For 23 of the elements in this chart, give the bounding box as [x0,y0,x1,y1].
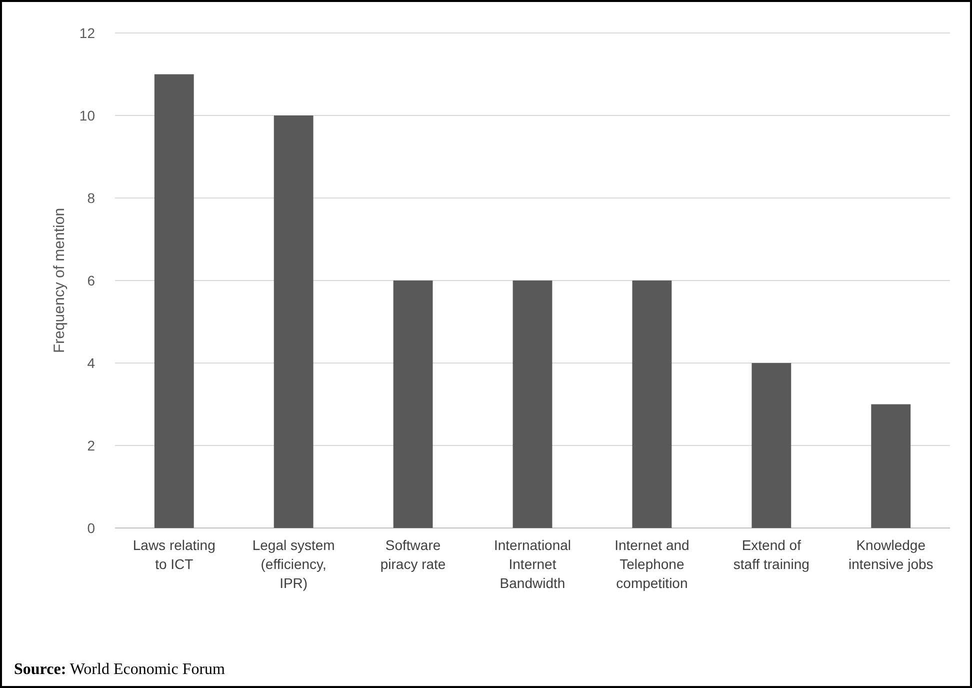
bar [154,74,194,528]
bar [274,116,314,528]
x-tick-label: Extend of staff training [733,537,810,572]
bar [871,404,911,528]
y-tick-label: 0 [87,520,96,536]
y-tick-label: 6 [87,272,96,288]
y-tick-label: 10 [79,107,96,124]
x-tick-label: Software piracy rate [380,537,446,572]
bar [752,363,792,528]
y-tick-label: 12 [79,24,96,41]
x-tick-label: Laws relating to ICT [132,537,216,572]
x-tick-label: Legal system (efficiency, IPR) [252,537,335,591]
x-tick-label: Internet and Telephone competition [614,537,690,591]
y-tick-label: 8 [87,190,96,206]
x-tick-label: Knowledge intensive jobs [848,537,934,572]
bar [393,280,433,528]
y-tick-label: 2 [87,437,96,454]
source-note: Source: World Economic Forum [14,661,226,678]
bar [632,280,672,528]
y-axis-title: Frequency of mention [51,208,68,354]
bar [512,280,552,528]
x-tick-label: International Internet Bandwidth [494,537,572,591]
y-tick-label: 4 [87,354,96,371]
